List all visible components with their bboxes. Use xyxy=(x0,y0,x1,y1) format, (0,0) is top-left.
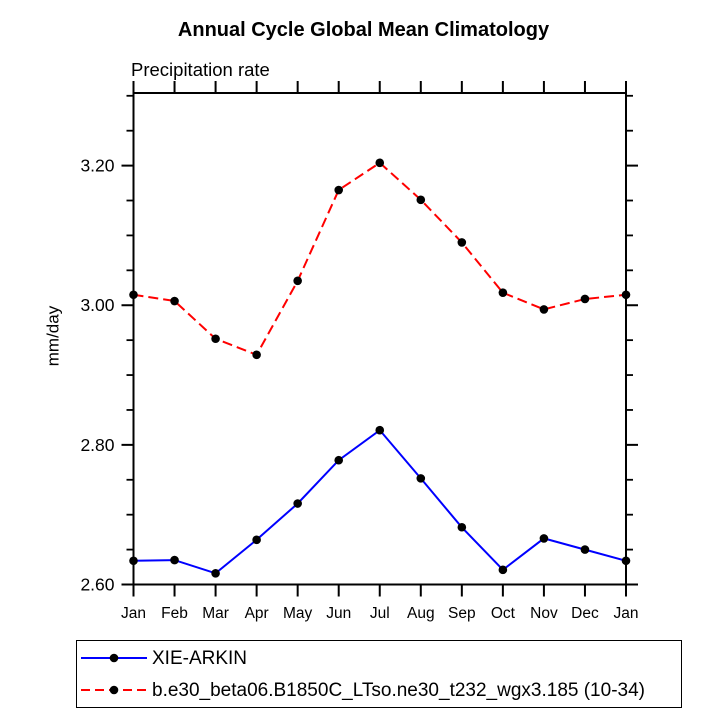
obs-data-point-marker xyxy=(293,499,302,508)
model-data-point-marker xyxy=(252,350,261,360)
obs-data-point-marker xyxy=(539,534,549,543)
obs-data-point-marker xyxy=(457,522,467,532)
legend-item-model: b.e30_beta06.B1850C_LTso.ne30_t232_wgx3.… xyxy=(80,678,681,702)
x-tick-label: Dec xyxy=(571,605,599,622)
model-swatch-marker-icon xyxy=(109,685,119,695)
x-tick-label: Sep xyxy=(448,605,476,622)
model-data-point-marker xyxy=(539,305,549,314)
model-data-point-marker xyxy=(416,195,426,205)
model-data-point-marker xyxy=(334,185,344,195)
chart-title: Annual Cycle Global Mean Climatology xyxy=(177,19,550,41)
obs-swatch-marker-icon xyxy=(109,653,119,663)
x-tick-label: Nov xyxy=(530,605,558,622)
model-data-point-marker xyxy=(498,288,508,297)
obs-data-point-marker xyxy=(252,535,261,545)
model-data-point-marker xyxy=(457,238,467,247)
model-series-line xyxy=(133,161,627,357)
model-data-point-marker xyxy=(129,290,138,300)
legend-item-obs: XIE-ARKIN xyxy=(80,646,681,670)
obs-data-point-marker xyxy=(498,565,508,575)
x-tick-label: May xyxy=(283,605,313,622)
obs-data-point-marker xyxy=(211,569,220,578)
legend-label-model: b.e30_beta06.B1850C_LTso.ne30_t232_wgx3.… xyxy=(152,679,645,701)
x-tick-label: Feb xyxy=(161,605,188,622)
obs-data-point-marker xyxy=(375,425,385,435)
y-tick-label: 3.00 xyxy=(80,295,114,315)
model-data-point-marker xyxy=(580,294,590,304)
x-tick-label: Jan xyxy=(121,605,146,622)
y-tick-label: 2.80 xyxy=(80,435,114,455)
y-tick-label: 3.20 xyxy=(80,156,114,176)
model-swatch xyxy=(81,685,147,695)
model-data-point-marker xyxy=(170,296,179,306)
axis-subtitle: Precipitation rate xyxy=(131,59,270,80)
x-tick-label: Jun xyxy=(326,605,351,622)
obs-data-point-marker xyxy=(170,555,179,565)
model-data-point-marker xyxy=(375,158,385,168)
model-data-point-marker xyxy=(621,290,631,300)
obs-data-point-marker xyxy=(621,556,631,566)
model-data-point-marker xyxy=(211,334,220,344)
legend-label-obs: XIE-ARKIN xyxy=(152,647,248,669)
x-tick-label: Oct xyxy=(491,605,516,622)
obs-series-line xyxy=(133,428,627,575)
obs-data-point-marker xyxy=(334,455,344,465)
obs-swatch xyxy=(81,653,147,663)
obs-data-point-marker xyxy=(416,474,426,483)
x-tick-label: Apr xyxy=(245,605,269,622)
y-tick-label: 2.60 xyxy=(80,575,114,595)
model-data-point-marker xyxy=(293,276,302,286)
obs-data-point-marker xyxy=(129,556,138,566)
x-tick-label: Jan xyxy=(614,605,639,622)
x-tick-label: Aug xyxy=(407,605,435,622)
obs-data-point-marker xyxy=(580,545,590,554)
legend: XIE-ARKIN b.e30_beta06.B1850C_LTso.ne30_… xyxy=(76,640,682,708)
x-tick-label: Jul xyxy=(370,605,390,622)
x-tick-label: Mar xyxy=(202,605,229,622)
